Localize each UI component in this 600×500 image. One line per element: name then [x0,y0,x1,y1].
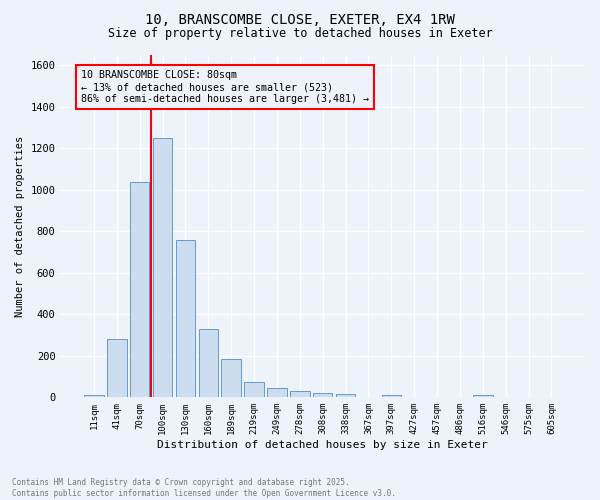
Bar [176,240,195,398]
Bar [153,138,172,398]
Text: Size of property relative to detached houses in Exeter: Size of property relative to detached ho… [107,28,493,40]
Bar [290,390,310,398]
Y-axis label: Number of detached properties: Number of detached properties [15,136,25,317]
Bar [130,182,149,398]
Text: 10, BRANSCOMBE CLOSE, EXETER, EX4 1RW: 10, BRANSCOMBE CLOSE, EXETER, EX4 1RW [145,12,455,26]
Bar [84,396,104,398]
Bar [107,339,127,398]
Bar [199,329,218,398]
Bar [244,382,264,398]
Bar [473,395,493,398]
Text: 10 BRANSCOMBE CLOSE: 80sqm
← 13% of detached houses are smaller (523)
86% of sem: 10 BRANSCOMBE CLOSE: 80sqm ← 13% of deta… [82,70,370,104]
Bar [313,393,332,398]
X-axis label: Distribution of detached houses by size in Exeter: Distribution of detached houses by size … [157,440,488,450]
Bar [267,388,287,398]
Bar [336,394,355,398]
Text: Contains HM Land Registry data © Crown copyright and database right 2025.
Contai: Contains HM Land Registry data © Crown c… [12,478,396,498]
Bar [382,395,401,398]
Bar [221,359,241,398]
